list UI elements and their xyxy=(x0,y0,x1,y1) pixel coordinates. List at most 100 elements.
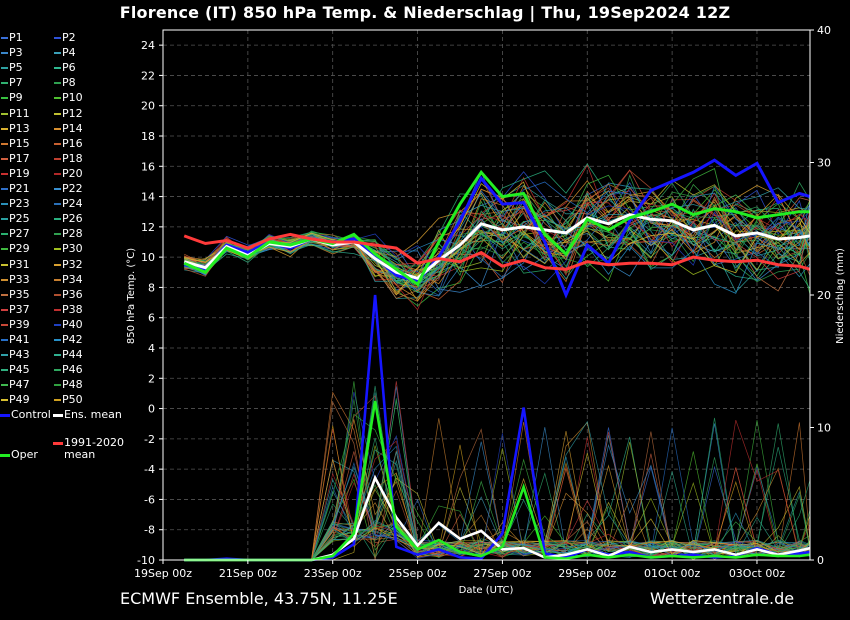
legend-label: P25 xyxy=(9,212,30,226)
legend-swatch xyxy=(1,188,8,190)
legend-swatch xyxy=(1,369,8,372)
member-precip-line xyxy=(184,401,811,561)
tick-label-x: 25Sep 00z xyxy=(389,567,447,580)
legend-swatch xyxy=(54,384,61,387)
member-precip-line xyxy=(184,395,811,561)
legend-label: Oper xyxy=(11,448,38,461)
tick-label-x: 23Sep 00z xyxy=(304,567,362,580)
legend-item-control: Control xyxy=(0,409,51,421)
legend-item-p34: P34 xyxy=(54,273,83,286)
legend-item-p12: P12 xyxy=(54,107,83,120)
member-temp-line xyxy=(184,213,811,294)
legend-item-p22: P22 xyxy=(54,183,83,195)
tick-label-left: -4 xyxy=(144,463,155,476)
legend-swatch xyxy=(54,67,61,70)
legend-item-p40: P40 xyxy=(54,318,83,331)
tick-label-x: 03Oct 00z xyxy=(729,567,786,580)
legend-swatch xyxy=(54,233,61,236)
legend-label: Control xyxy=(11,408,51,421)
legend-swatch xyxy=(1,52,8,55)
legend-item-p29: P29 xyxy=(1,243,30,255)
legend-swatch xyxy=(1,203,8,206)
legend-label: P33 xyxy=(9,272,30,286)
legend-label: P8 xyxy=(62,76,76,90)
plot-frame xyxy=(162,29,811,561)
legend-item-p32: P32 xyxy=(54,257,83,271)
legend-label: P11 xyxy=(9,106,30,120)
legend-label: P14 xyxy=(62,121,83,135)
legend-label: P46 xyxy=(62,363,83,377)
legend-swatch xyxy=(1,127,8,130)
legend-swatch xyxy=(54,248,61,251)
legend-label: P20 xyxy=(62,166,83,180)
legend-swatch xyxy=(0,413,10,417)
legend-item-p49: P49 xyxy=(1,394,30,406)
legend-label: P31 xyxy=(9,257,30,271)
legend-item-p27: P27 xyxy=(1,228,30,240)
legend-item-p18: P18 xyxy=(54,152,83,165)
legend-item-p38: P38 xyxy=(54,303,83,316)
legend-swatch xyxy=(54,188,61,190)
tick-label-left: 20 xyxy=(141,100,155,113)
legend-label: P35 xyxy=(9,287,30,301)
x-axis-label: Date (UTC) xyxy=(459,585,514,596)
legend-label: P45 xyxy=(9,363,30,377)
legend-label: P6 xyxy=(62,61,76,75)
legend-label: P10 xyxy=(62,91,83,105)
member-temp-line xyxy=(184,187,811,283)
legend-swatch xyxy=(1,233,8,236)
legend-item-p13: P13 xyxy=(1,122,30,135)
ensemble-members xyxy=(183,163,811,561)
legend-swatch xyxy=(1,323,8,326)
legend-swatch xyxy=(1,384,8,387)
legend-item-p11: P11 xyxy=(1,106,30,120)
legend-item-p20: P20 xyxy=(54,166,83,180)
footer-model-info: ECMWF Ensemble, 43.75N, 11.25E xyxy=(120,589,398,608)
member-precip-line xyxy=(184,401,811,561)
legend-item-p6: P6 xyxy=(54,62,76,74)
legend-swatch xyxy=(54,82,61,85)
legend-swatch xyxy=(54,323,61,326)
legend-item-p41: P41 xyxy=(1,334,30,346)
legend-label: P23 xyxy=(9,197,30,211)
legend-swatch xyxy=(54,203,61,206)
member-precip-line xyxy=(184,398,811,561)
tick-label-x: 29Sep 00z xyxy=(558,567,616,580)
temp-line-control xyxy=(183,158,811,299)
tick-label-left: -2 xyxy=(144,433,155,446)
legend-item-p21: P21 xyxy=(1,183,30,195)
legend-label: P7 xyxy=(9,76,23,90)
tick-label-left: 10 xyxy=(141,251,155,264)
legend-label: P9 xyxy=(9,91,23,105)
tick-label-left: 18 xyxy=(141,130,155,143)
legend-label: P27 xyxy=(9,227,30,241)
legend-label: P47 xyxy=(9,378,30,392)
legend-swatch xyxy=(54,369,61,372)
legend-label: P30 xyxy=(62,242,83,256)
legend-swatch xyxy=(54,142,61,145)
tick-label-x: 27Sep 00z xyxy=(473,567,531,580)
legend-item-ens-mean: Ens. mean xyxy=(53,409,122,421)
chart-title: Florence (IT) 850 hPa Temp. & Niederschl… xyxy=(119,3,731,22)
tick-label-left: -10 xyxy=(137,554,155,567)
legend-label: P48 xyxy=(62,378,83,392)
legend-item-p15: P15 xyxy=(1,136,30,150)
tick-label-left: 22 xyxy=(141,69,155,82)
tick-label-left: 16 xyxy=(141,160,155,173)
legend-swatch xyxy=(1,354,8,357)
legend-swatch xyxy=(54,263,61,266)
legend-item-p39: P39 xyxy=(1,317,30,331)
legend-label: P41 xyxy=(9,333,30,346)
legend-item-p33: P33 xyxy=(1,272,30,286)
legend-label: P26 xyxy=(62,212,83,226)
legend-label: P15 xyxy=(9,136,30,150)
legend-swatch xyxy=(0,453,10,457)
legend-label: P32 xyxy=(62,257,83,271)
legend-swatch xyxy=(1,293,8,296)
legend-label: P39 xyxy=(9,317,30,331)
legend-item-p37: P37 xyxy=(1,303,30,316)
tick-label-left: 4 xyxy=(148,342,155,355)
y-axis-label-right: Niederschlag (mm) xyxy=(835,248,846,344)
tick-label-left: 2 xyxy=(148,372,155,385)
legend-label: P22 xyxy=(62,182,83,195)
